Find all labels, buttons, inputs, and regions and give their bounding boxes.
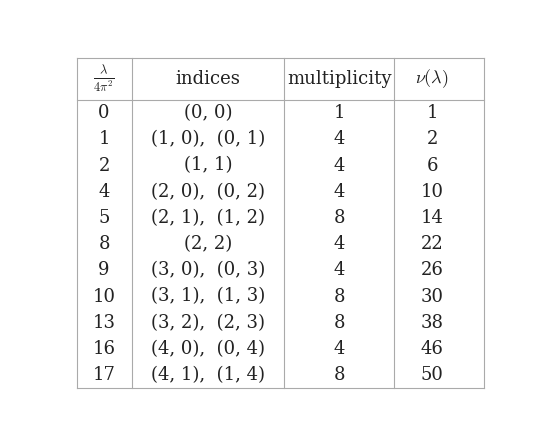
Text: 4: 4 [334,261,345,279]
Text: (2, 2): (2, 2) [184,235,232,253]
Text: 50: 50 [421,366,444,384]
Text: (4, 0),  (0, 4): (4, 0), (0, 4) [151,340,265,358]
Text: 4: 4 [334,156,345,175]
Text: (3, 2),  (2, 3): (3, 2), (2, 3) [151,314,265,332]
Text: 8: 8 [334,366,345,384]
Text: indices: indices [175,70,240,88]
Text: (2, 0),  (0, 2): (2, 0), (0, 2) [151,183,265,201]
Text: 26: 26 [421,261,444,279]
Text: 38: 38 [421,314,444,332]
Text: (2, 1),  (1, 2): (2, 1), (1, 2) [151,209,265,227]
Text: $\nu(\lambda)$: $\nu(\lambda)$ [415,68,449,91]
Text: 4: 4 [334,340,345,358]
Text: 2: 2 [99,156,110,175]
Text: 6: 6 [426,156,438,175]
Text: (4, 1),  (1, 4): (4, 1), (1, 4) [151,366,265,384]
Text: 2: 2 [427,130,438,149]
Text: multiplicity: multiplicity [287,70,392,88]
Text: 8: 8 [334,314,345,332]
Text: 46: 46 [421,340,444,358]
Text: (3, 1),  (1, 3): (3, 1), (1, 3) [151,288,265,305]
Text: 4: 4 [99,183,110,201]
Text: 13: 13 [93,314,116,332]
Text: (0, 0): (0, 0) [184,104,232,122]
Text: 10: 10 [93,288,116,305]
Text: 10: 10 [421,183,444,201]
Text: (3, 0),  (0, 3): (3, 0), (0, 3) [151,261,265,279]
Text: 14: 14 [421,209,444,227]
Text: $\frac{\lambda}{4\pi^2}$: $\frac{\lambda}{4\pi^2}$ [93,64,115,95]
Text: (1, 1): (1, 1) [184,156,232,175]
Text: 9: 9 [98,261,110,279]
Text: 4: 4 [334,183,345,201]
Text: 1: 1 [334,104,345,122]
Text: 22: 22 [421,235,444,253]
Text: (1, 0),  (0, 1): (1, 0), (0, 1) [151,130,265,149]
Text: 8: 8 [334,288,345,305]
Text: 8: 8 [334,209,345,227]
Text: 5: 5 [99,209,110,227]
Text: 30: 30 [421,288,444,305]
Text: 1: 1 [98,130,110,149]
Text: 16: 16 [93,340,116,358]
Text: 17: 17 [93,366,116,384]
Text: 4: 4 [334,130,345,149]
Text: 0: 0 [98,104,110,122]
Text: 4: 4 [334,235,345,253]
Text: 8: 8 [98,235,110,253]
Text: 1: 1 [426,104,438,122]
